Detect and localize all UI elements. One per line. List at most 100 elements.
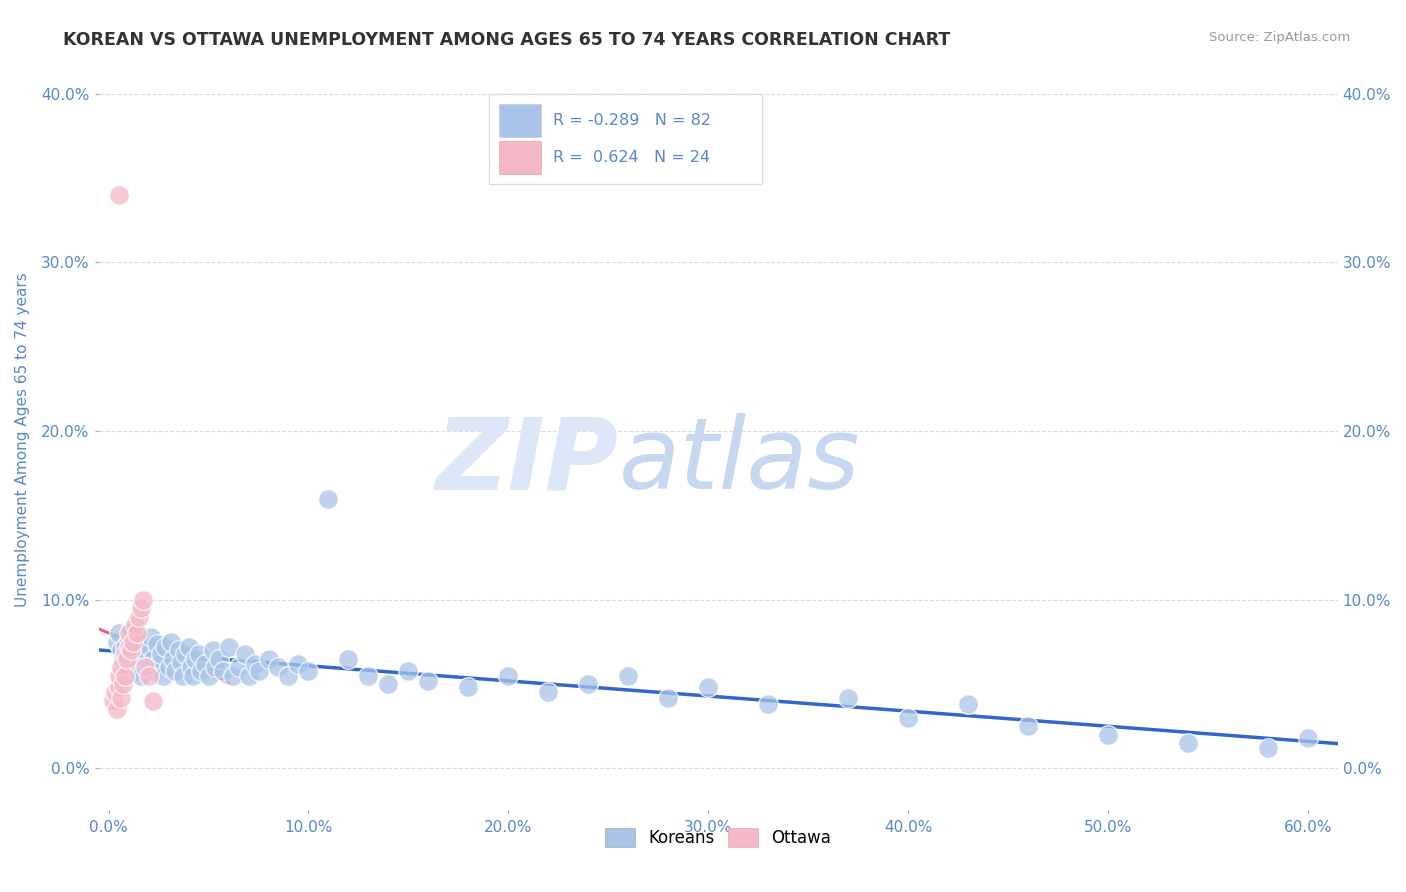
- Point: [180, 660, 202, 674]
- Point: [396, 664, 419, 678]
- Point: [153, 640, 176, 654]
- Point: [172, 668, 194, 682]
- Point: [1017, 719, 1039, 733]
- Point: [228, 660, 250, 674]
- Point: [243, 657, 266, 671]
- Point: [129, 601, 152, 615]
- Point: [149, 647, 172, 661]
- Point: [169, 655, 191, 669]
- Point: [107, 668, 129, 682]
- Point: [1296, 731, 1319, 745]
- Point: [115, 651, 138, 665]
- Point: [157, 660, 180, 674]
- Point: [187, 647, 209, 661]
- Point: [145, 636, 167, 650]
- Point: [159, 635, 181, 649]
- Point: [124, 650, 146, 665]
- Point: [221, 668, 243, 682]
- Point: [105, 635, 128, 649]
- Point: [837, 690, 859, 705]
- Text: atlas: atlas: [619, 413, 860, 510]
- Point: [267, 660, 290, 674]
- Point: [537, 685, 560, 699]
- Point: [142, 694, 165, 708]
- Point: [131, 592, 153, 607]
- Legend: Koreans, Ottawa: Koreans, Ottawa: [599, 822, 838, 855]
- Point: [162, 651, 184, 665]
- Point: [124, 618, 146, 632]
- Text: R = -0.289   N = 82: R = -0.289 N = 82: [554, 113, 711, 128]
- FancyBboxPatch shape: [499, 104, 541, 136]
- Point: [257, 651, 280, 665]
- Point: [110, 690, 132, 705]
- Point: [148, 657, 170, 671]
- Point: [105, 702, 128, 716]
- Point: [139, 630, 162, 644]
- Point: [138, 668, 160, 682]
- Point: [117, 660, 139, 674]
- Point: [657, 690, 679, 705]
- Text: KOREAN VS OTTAWA UNEMPLOYMENT AMONG AGES 65 TO 74 YEARS CORRELATION CHART: KOREAN VS OTTAWA UNEMPLOYMENT AMONG AGES…: [63, 31, 950, 49]
- Point: [111, 651, 134, 665]
- Point: [117, 626, 139, 640]
- Point: [114, 668, 136, 682]
- Point: [138, 660, 160, 674]
- Point: [1257, 741, 1279, 756]
- Point: [128, 609, 150, 624]
- Point: [318, 491, 340, 506]
- Point: [697, 681, 720, 695]
- Point: [104, 685, 127, 699]
- Point: [131, 643, 153, 657]
- Point: [107, 681, 129, 695]
- Point: [125, 626, 148, 640]
- Point: [193, 657, 215, 671]
- Point: [357, 668, 380, 682]
- Point: [956, 698, 979, 712]
- Point: [120, 643, 142, 657]
- FancyBboxPatch shape: [499, 141, 541, 174]
- Point: [114, 647, 136, 661]
- Point: [204, 660, 226, 674]
- Text: R =  0.624   N = 24: R = 0.624 N = 24: [554, 150, 710, 165]
- Point: [377, 677, 399, 691]
- Point: [107, 188, 129, 202]
- Point: [498, 668, 520, 682]
- Point: [111, 677, 134, 691]
- Point: [287, 657, 309, 671]
- Point: [142, 651, 165, 665]
- Point: [238, 668, 260, 682]
- Point: [110, 643, 132, 657]
- Point: [183, 651, 205, 665]
- Point: [117, 640, 139, 654]
- Text: ZIP: ZIP: [436, 413, 619, 510]
- Point: [110, 660, 132, 674]
- Point: [297, 664, 319, 678]
- Point: [114, 640, 136, 654]
- Text: Source: ZipAtlas.com: Source: ZipAtlas.com: [1209, 31, 1350, 45]
- Point: [129, 668, 152, 682]
- Point: [101, 694, 124, 708]
- Point: [173, 647, 195, 661]
- Point: [197, 668, 219, 682]
- Point: [207, 651, 229, 665]
- Point: [897, 711, 920, 725]
- Point: [117, 633, 139, 648]
- Point: [247, 664, 270, 678]
- Point: [167, 643, 190, 657]
- Point: [211, 664, 233, 678]
- Point: [134, 660, 156, 674]
- Point: [233, 647, 256, 661]
- Point: [134, 653, 156, 667]
- Point: [125, 636, 148, 650]
- Point: [121, 664, 143, 678]
- Point: [121, 635, 143, 649]
- Point: [1177, 736, 1199, 750]
- Point: [115, 647, 138, 661]
- Point: [177, 640, 200, 654]
- Point: [138, 640, 160, 654]
- Point: [135, 645, 157, 659]
- Point: [418, 673, 440, 688]
- Point: [1097, 728, 1119, 742]
- Point: [190, 664, 212, 678]
- Point: [143, 664, 166, 678]
